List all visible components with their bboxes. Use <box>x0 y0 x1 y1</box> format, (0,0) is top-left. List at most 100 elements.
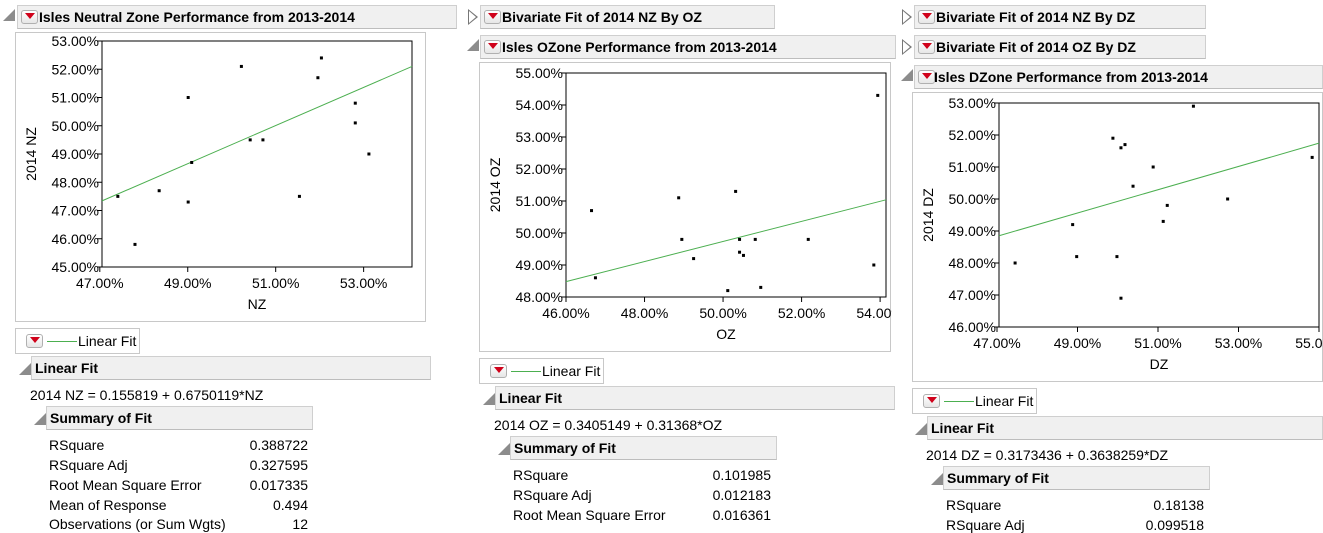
data-point <box>1165 203 1169 207</box>
scatter-chart-oz: 48.00% 49.00% 50.00% 51.00% 52.00% 53.00% 54.0… <box>487 65 904 342</box>
x-axis-label: OZ <box>716 326 736 342</box>
y-tick-label: 51.00% <box>52 90 99 106</box>
data-point <box>1115 255 1119 259</box>
red-triangle-menu-icon[interactable] <box>923 394 940 408</box>
chart-frame-oz: 48.00% 49.00% 50.00% 51.00% 52.00% 53.00% 54.0… <box>479 62 904 352</box>
linear-fit-header[interactable]: Linear Fit <box>495 386 895 410</box>
fit-equation: 2014 NZ = 0.155819 + 0.6750119*NZ <box>30 387 264 403</box>
y-tick-label: 52.00% <box>949 127 996 143</box>
linear-fit-header[interactable]: Linear Fit <box>31 356 431 380</box>
data-point <box>741 253 745 257</box>
red-triangle-menu-icon[interactable] <box>26 334 43 348</box>
y-tick-label: 51.00% <box>516 193 563 209</box>
x-tick-label: 47.00% <box>76 275 123 291</box>
plot-area <box>101 40 413 268</box>
data-point <box>248 138 252 142</box>
y-tick-label: 50.00% <box>949 191 996 207</box>
disclosure-open-icon[interactable] <box>3 9 15 21</box>
fit-line <box>998 142 1320 237</box>
collapsed-report-header[interactable]: Bivariate Fit of 2014 NZ By DZ <box>914 5 1206 29</box>
summary-of-fit-header[interactable]: Summary of Fit <box>943 466 1210 490</box>
fit-line <box>101 65 413 202</box>
data-point <box>738 237 742 241</box>
red-triangle-menu-icon[interactable] <box>918 10 935 24</box>
data-point <box>1119 146 1123 150</box>
collapsed-report-header[interactable]: Bivariate Fit of 2014 OZ By DZ <box>914 35 1206 59</box>
red-triangle-menu-icon[interactable] <box>490 364 507 378</box>
summary-label: RSquare <box>946 497 1002 513</box>
summary-label: Root Mean Square Error <box>49 477 202 493</box>
data-point <box>116 194 120 198</box>
disclosure-closed-icon[interactable] <box>468 9 479 25</box>
summary-of-fit-header[interactable]: Summary of Fit <box>510 436 777 460</box>
red-triangle-menu-icon[interactable] <box>484 40 501 54</box>
y-tick-label: 51.00% <box>949 159 996 175</box>
legend-label: Linear Fit <box>78 333 137 349</box>
fit-equation: 2014 OZ = 0.3405149 + 0.31368*OZ <box>494 417 723 433</box>
red-triangle-menu-icon[interactable] <box>918 70 935 84</box>
data-point <box>759 285 763 289</box>
y-tick-label: 47.00% <box>52 203 99 219</box>
data-point <box>353 121 357 125</box>
legend: Linear Fit <box>912 388 1037 414</box>
data-point <box>692 257 696 261</box>
report-title: Isles DZone Performance from 2013-2014 <box>934 69 1208 85</box>
y-axis-label: 2014 DZ <box>920 188 936 242</box>
y-tick-label: 46.00% <box>52 231 99 247</box>
y-tick-label: 55.00% <box>516 65 563 81</box>
collapsed-report-title: Bivariate Fit of 2014 NZ By OZ <box>502 9 702 25</box>
data-point <box>876 93 880 97</box>
report-title: Isles OZone Performance from 2013-2014 <box>502 39 777 55</box>
data-point <box>353 101 357 105</box>
data-point <box>1123 143 1127 147</box>
linear-fit-header[interactable]: Linear Fit <box>927 416 1323 440</box>
disclosure-open-icon[interactable] <box>498 443 510 455</box>
y-tick-label: 50.00% <box>52 118 99 134</box>
data-point <box>734 189 738 193</box>
data-point <box>190 160 194 164</box>
x-tick-label: 52.00% <box>778 305 825 321</box>
y-tick-label: 48.00% <box>949 255 996 271</box>
disclosure-open-icon[interactable] <box>19 363 31 375</box>
legend-line-icon <box>47 340 77 342</box>
x-tick-label: 54.00% <box>856 305 892 321</box>
legend-line-icon <box>944 400 974 402</box>
disclosure-open-icon[interactable] <box>931 473 943 485</box>
data-point <box>297 194 301 198</box>
red-triangle-menu-icon[interactable] <box>484 10 501 24</box>
summary-title: Summary of Fit <box>947 470 1049 486</box>
summary-of-fit-header[interactable]: Summary of Fit <box>46 406 313 430</box>
disclosure-open-icon[interactable] <box>467 39 479 51</box>
data-point <box>1226 197 1230 201</box>
legend: Linear Fit <box>15 328 140 354</box>
data-point <box>753 237 757 241</box>
collapsed-report-header[interactable]: Bivariate Fit of 2014 NZ By OZ <box>480 5 775 29</box>
data-point <box>186 200 190 204</box>
x-tick-label: 53.00% <box>1215 335 1262 351</box>
disclosure-open-icon[interactable] <box>915 423 927 435</box>
data-point <box>590 209 594 213</box>
x-axis-label: DZ <box>1150 356 1169 372</box>
disclosure-closed-icon[interactable] <box>902 39 913 55</box>
y-tick-label: 52.00% <box>52 61 99 77</box>
data-point <box>1151 165 1155 169</box>
x-tick-label: 47.00% <box>973 335 1020 351</box>
y-tick-label: 53.00% <box>949 95 996 111</box>
data-point <box>1071 223 1075 227</box>
y-axis-label: 2014 OZ <box>487 157 503 212</box>
data-point <box>738 250 742 254</box>
disclosure-open-icon[interactable] <box>483 393 495 405</box>
data-point <box>261 138 265 142</box>
linear-fit-title: Linear Fit <box>931 420 995 436</box>
disclosure-open-icon[interactable] <box>34 413 46 425</box>
red-triangle-menu-icon[interactable] <box>21 10 38 24</box>
summary-value: 0.18138 <box>1153 497 1204 513</box>
summary-title: Summary of Fit <box>50 410 152 426</box>
y-tick-label: 46.00% <box>949 319 996 335</box>
summary-label: Mean of Response <box>49 497 167 513</box>
disclosure-closed-icon[interactable] <box>902 9 913 25</box>
disclosure-open-icon[interactable] <box>901 69 913 81</box>
red-triangle-menu-icon[interactable] <box>918 40 935 54</box>
scatter-chart-nz: 45.00% 46.00% 47.00% 48.00% 49.00% 50.00% 51.0… <box>23 33 413 312</box>
scatter-chart-dz: 46.00%47.00%48.00%49.00%50.00%51.00%52.0… <box>920 95 1323 372</box>
